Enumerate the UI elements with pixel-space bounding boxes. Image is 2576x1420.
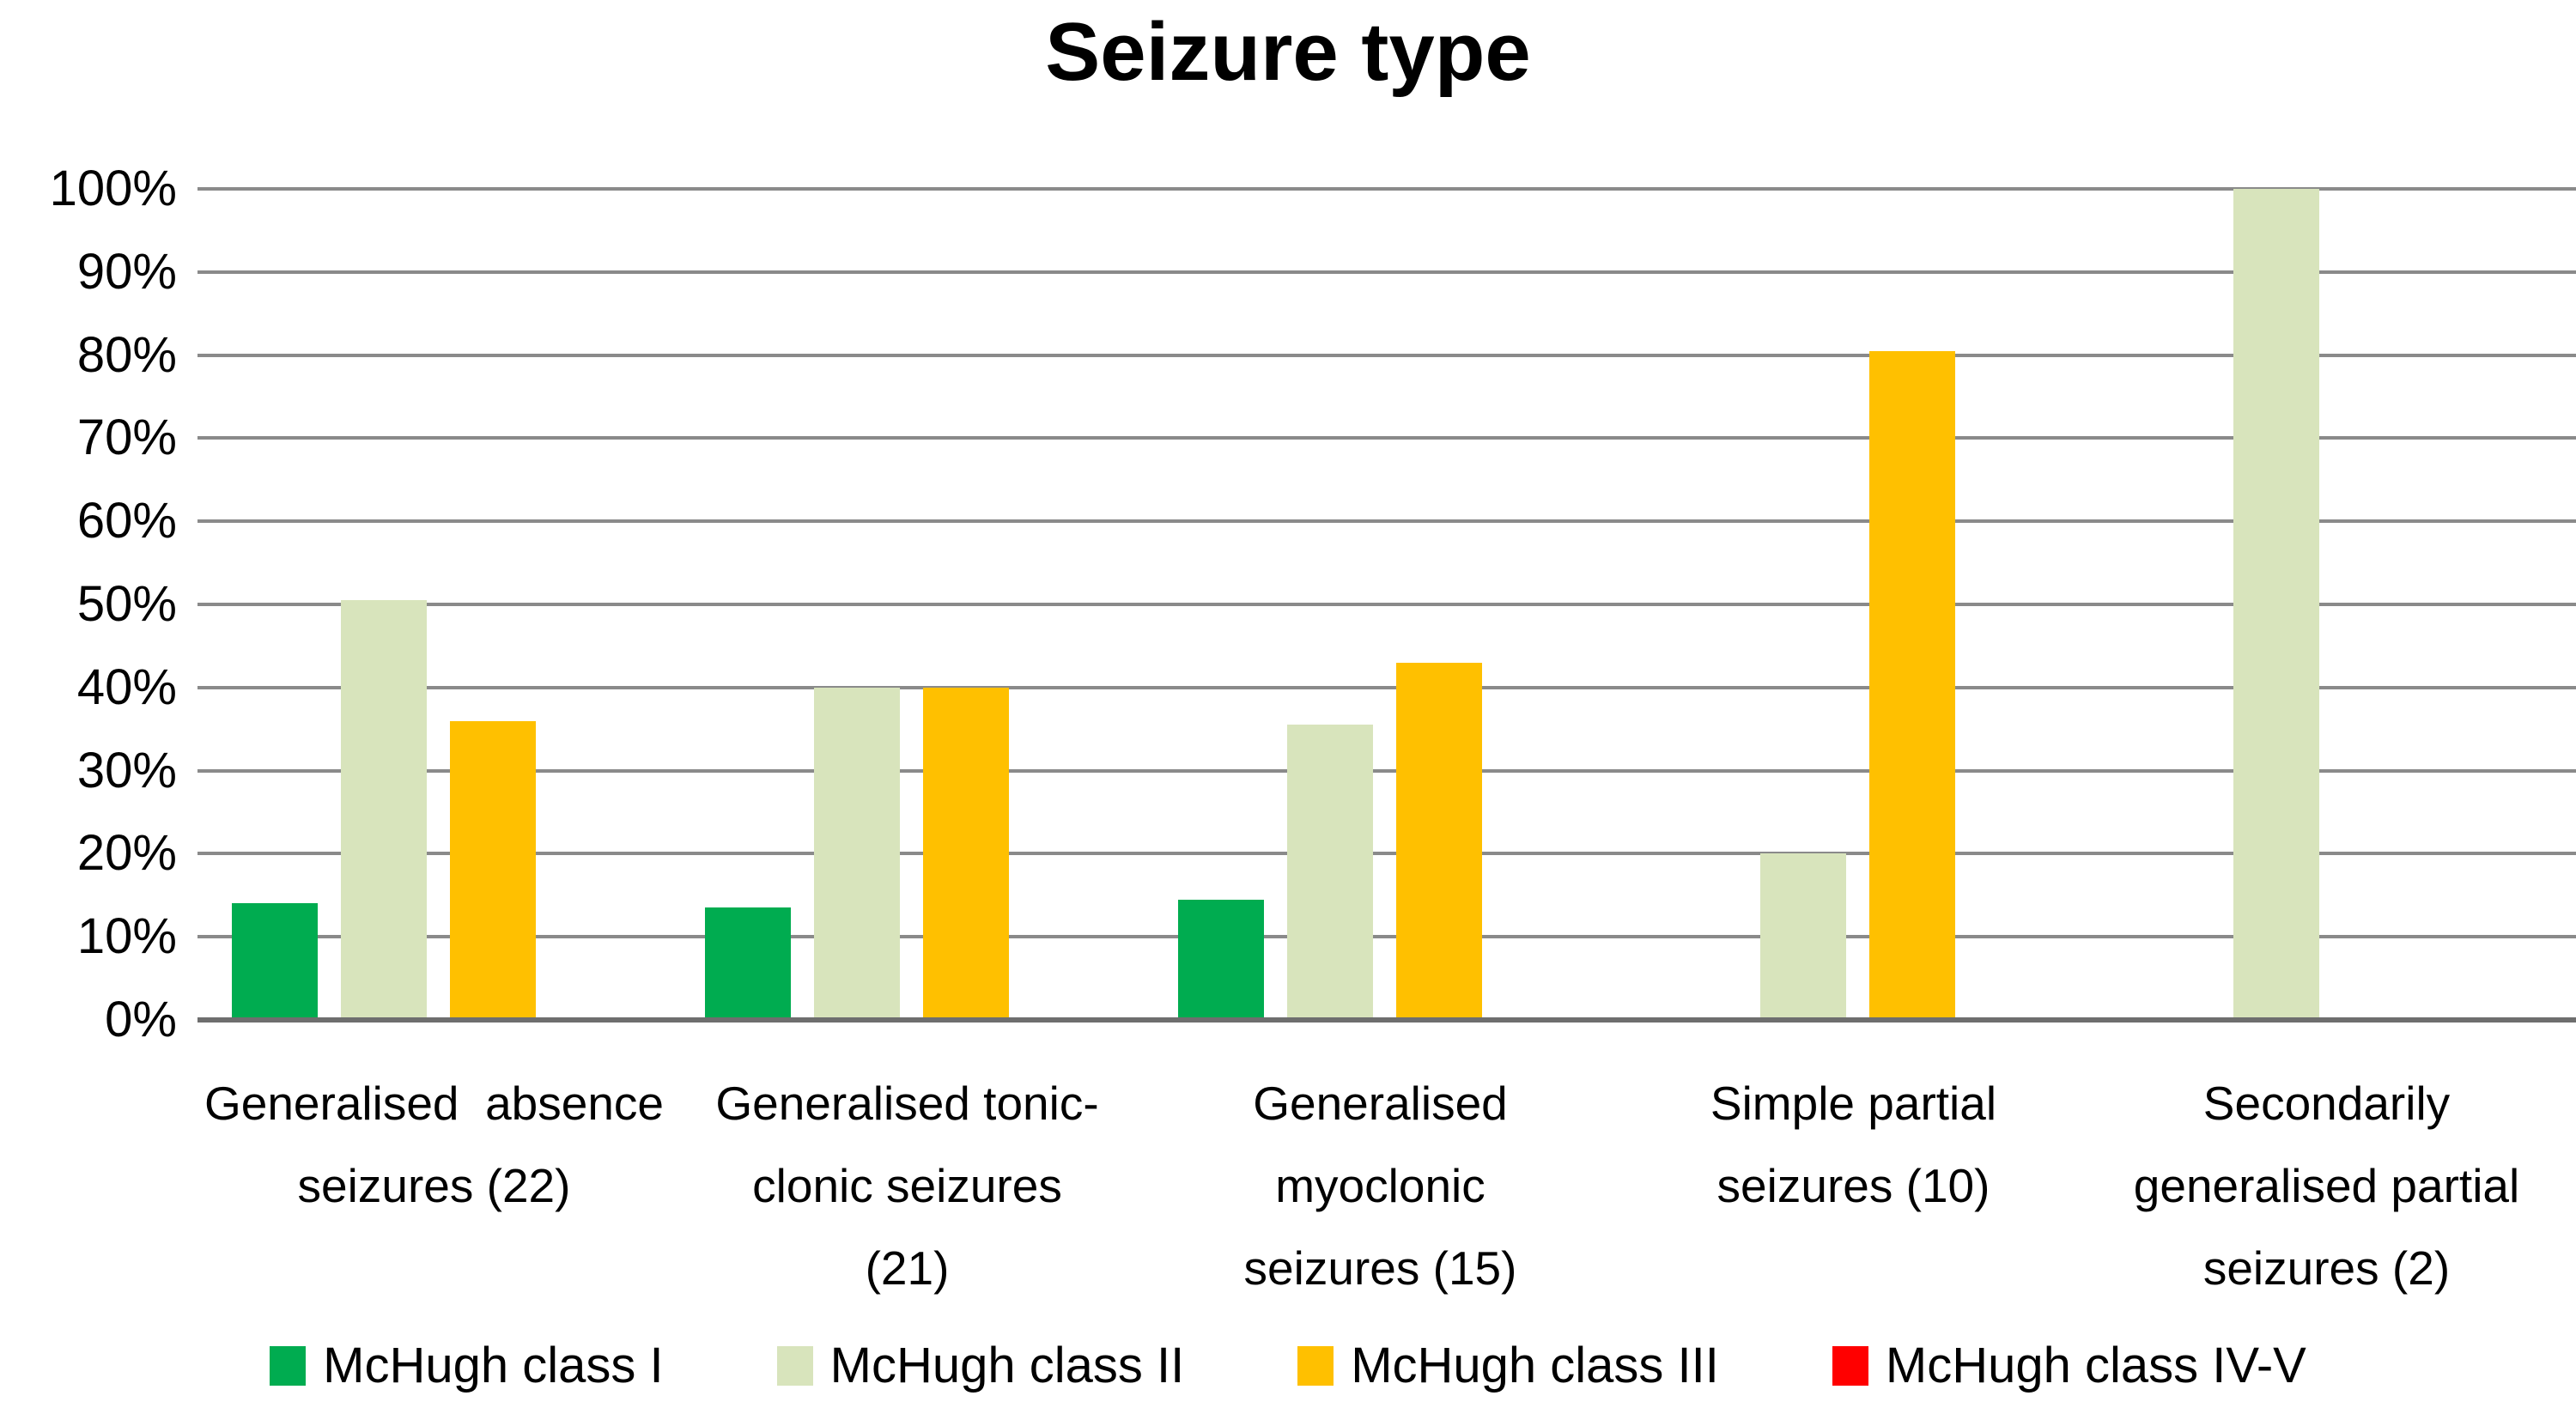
category-label-line: seizures (22)	[297, 1159, 571, 1212]
category-label-line: generalised partial	[2133, 1159, 2520, 1212]
category-label-4: Simple partial seizures (10)	[1617, 1062, 2090, 1227]
legend-swatch-class-i	[270, 1346, 307, 1386]
legend-label-class-iv-v: McHugh class IV-V	[1885, 1338, 2306, 1393]
y-tick-70pct: 70%	[76, 410, 177, 466]
y-tick-100pct: 100%	[49, 161, 177, 216]
category-label-line: seizures (15)	[1243, 1241, 1517, 1295]
bar-class-iii-group-3	[1396, 662, 1482, 1020]
bar-class-iii-group-2	[923, 687, 1009, 1020]
y-axis: 100% 90% 80% 70% 60% 50% 40% 30% 20% 10% 0%	[0, 0, 177, 1420]
legend-swatch-class-ii	[776, 1346, 813, 1386]
category-label-line: Generalised tonic-	[715, 1077, 1099, 1130]
y-tick-80pct: 80%	[76, 326, 177, 383]
legend-swatch-class-iv-v	[1832, 1346, 1868, 1386]
category-label-line: (21)	[865, 1241, 950, 1295]
y-tick-30pct: 30%	[76, 742, 177, 798]
y-tick-40pct: 40%	[76, 658, 177, 715]
y-tick-50pct: 50%	[76, 576, 177, 632]
gridline-30%	[197, 768, 2576, 773]
bar-class-iii-group-1	[450, 720, 536, 1020]
legend-item-class-i: McHugh class I	[270, 1336, 664, 1396]
legend-label-class-ii: McHugh class II	[829, 1338, 1185, 1393]
gridline-90%	[197, 270, 2576, 274]
gridline-80%	[197, 353, 2576, 357]
bar-class-i-group-1	[232, 903, 318, 1020]
legend-item-class-ii: McHugh class II	[776, 1336, 1185, 1396]
gridline-100%	[197, 187, 2576, 191]
legend-label-class-i: McHugh class I	[323, 1338, 664, 1393]
bar-class-iii-group-4	[1869, 350, 1955, 1020]
category-label-1: Generalised absence seizures (22)	[197, 1062, 671, 1227]
y-tick-90pct: 90%	[76, 243, 177, 300]
category-label-line: seizures (10)	[1716, 1159, 1990, 1212]
y-tick-20pct: 20%	[76, 825, 177, 882]
legend-item-class-iv-v: McHugh class IV-V	[1832, 1336, 2306, 1396]
legend-swatch-class-iii	[1297, 1346, 1334, 1386]
bar-class-ii-group-5	[2233, 189, 2319, 1020]
bar-class-i-group-3	[1178, 899, 1264, 1020]
category-label-3: Generalised myoclonic seizures (15)	[1144, 1062, 1617, 1309]
category-label-line: Generalised absence	[204, 1077, 665, 1130]
plot-area	[197, 187, 2576, 1023]
category-label-line: myoclonic	[1275, 1159, 1485, 1212]
category-label-2: Generalised tonic-clonic seizures (21)	[671, 1062, 1144, 1309]
category-label-line: Generalised	[1253, 1077, 1508, 1130]
bar-class-ii-group-1	[341, 600, 427, 1020]
legend-label-class-iii: McHugh class III	[1351, 1338, 1719, 1393]
bar-class-i-group-2	[705, 907, 791, 1020]
gridline-40%	[197, 685, 2576, 689]
legend: McHugh class I McHugh class II McHugh clas…	[0, 1336, 2576, 1396]
legend-item-class-iii: McHugh class III	[1297, 1336, 1719, 1396]
category-label-5: Secondarily generalised partial seizures (…	[2090, 1062, 2563, 1309]
gridline-50%	[197, 603, 2576, 606]
chart-title: Seizure type	[1045, 6, 1531, 98]
gridline-10%	[197, 935, 2576, 939]
y-tick-10pct: 10%	[76, 908, 177, 965]
x-axis-line	[197, 1017, 2576, 1023]
y-tick-0pct: 0%	[105, 992, 177, 1047]
category-label-line: Simple partial	[1710, 1077, 1997, 1130]
gridline-60%	[197, 519, 2576, 524]
y-tick-60pct: 60%	[76, 493, 177, 549]
bar-class-ii-group-4	[1760, 853, 1846, 1020]
gridline-20%	[197, 852, 2576, 856]
category-label-line: seizures (2)	[2202, 1241, 2451, 1295]
bar-class-ii-group-2	[814, 687, 900, 1020]
gridline-70%	[197, 436, 2576, 440]
bar-class-ii-group-3	[1287, 725, 1373, 1020]
category-label-line: Secondarily	[2202, 1077, 2451, 1130]
category-label-line: clonic seizures	[752, 1159, 1062, 1212]
